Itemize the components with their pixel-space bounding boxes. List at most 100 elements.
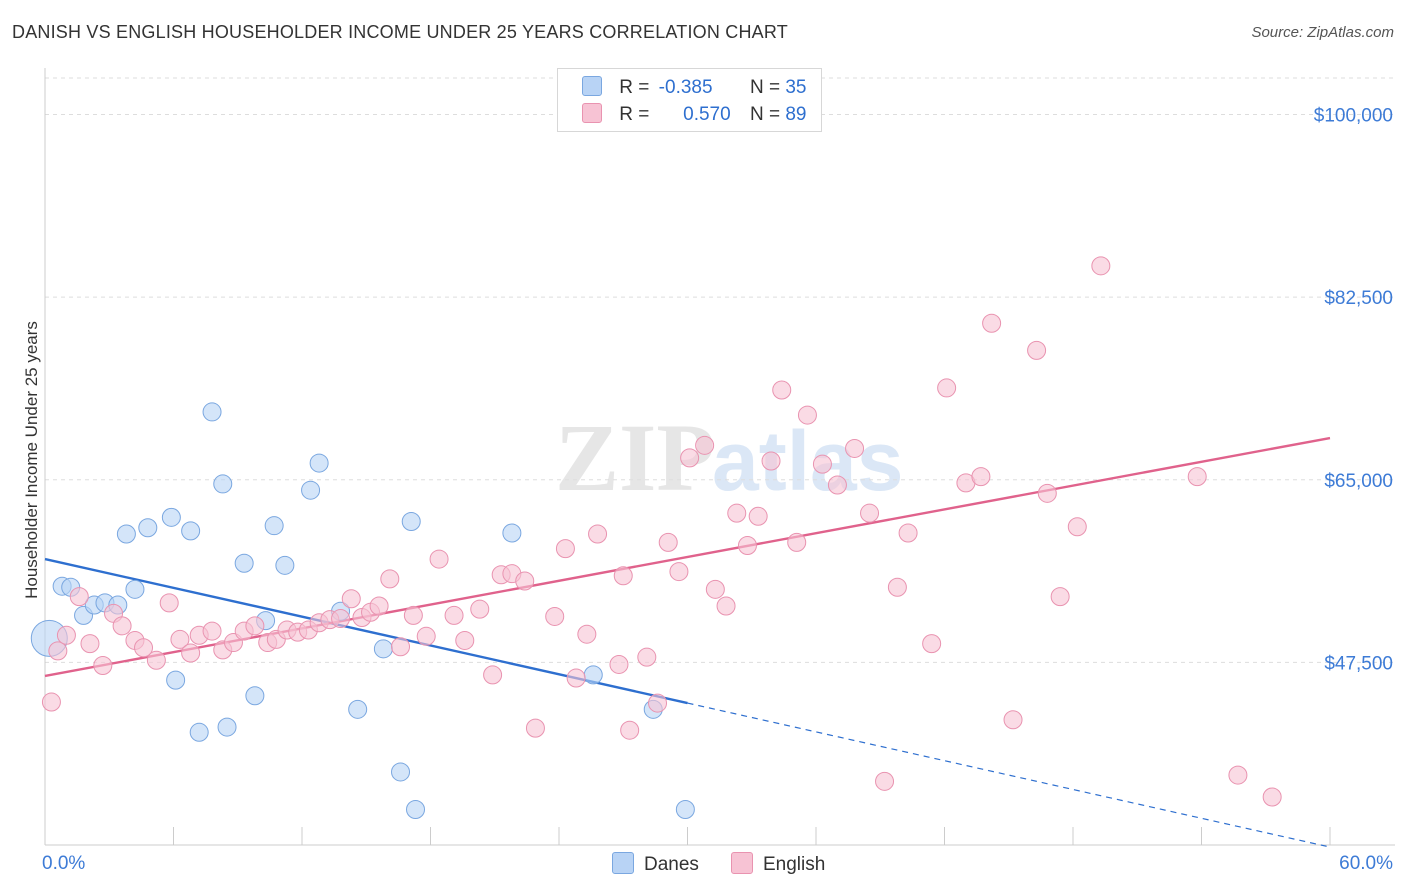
- x-tick-label-max: 60.0%: [1339, 853, 1393, 874]
- danes-point: [309, 453, 329, 473]
- english-r-label: R =: [619, 104, 650, 125]
- danes-point: [234, 553, 254, 573]
- danes-point: [391, 762, 411, 782]
- english-point: [898, 523, 918, 543]
- english-point: [887, 577, 907, 597]
- english-point: [705, 579, 725, 599]
- english-point: [525, 718, 545, 738]
- watermark-atlas: atlas: [712, 414, 903, 508]
- english-point: [455, 630, 475, 650]
- danes-point: [166, 670, 186, 690]
- english-point: [146, 650, 166, 670]
- danes-point: [125, 579, 145, 599]
- english-point: [812, 454, 832, 474]
- bottom-english-swatch: [731, 852, 753, 874]
- bottom-legend-danes: Danes: [612, 852, 699, 876]
- danes-point: [181, 521, 201, 541]
- danes-point: [348, 699, 368, 719]
- english-point: [93, 656, 113, 676]
- x-tick-label-min: 0.0%: [42, 853, 85, 874]
- english-point: [181, 643, 201, 663]
- danes-point: [301, 480, 321, 500]
- danes-point: [264, 516, 284, 536]
- y-tick-labels: $47,500 $65,000 $82,500 $100,000: [1314, 106, 1393, 675]
- english-point: [922, 634, 942, 654]
- danes-point: [217, 717, 237, 737]
- english-point: [637, 647, 657, 667]
- english-point: [112, 616, 132, 636]
- english-point: [159, 593, 179, 613]
- english-point: [1262, 787, 1282, 807]
- danes-n-label: N =: [749, 77, 781, 98]
- english-point: [658, 532, 678, 552]
- english-point: [1027, 340, 1047, 360]
- danes-r-label: R =: [619, 77, 650, 98]
- english-point: [588, 524, 608, 544]
- y-tick-label: $100,000: [1314, 106, 1393, 127]
- english-point: [1003, 710, 1023, 730]
- legend-row-danes: R = -0.385 N = 35: [582, 76, 806, 99]
- english-point: [982, 313, 1002, 333]
- english-point: [391, 637, 411, 657]
- english-point: [1067, 517, 1087, 537]
- english-point: [680, 448, 700, 468]
- english-swatch: [582, 103, 602, 123]
- english-point: [444, 605, 464, 625]
- english-point: [761, 451, 781, 471]
- english-point: [1037, 483, 1057, 503]
- english-point: [737, 536, 757, 556]
- english-point: [620, 720, 640, 740]
- bottom-danes-label: Danes: [644, 854, 699, 875]
- english-point: [787, 532, 807, 552]
- bottom-english-label: English: [763, 854, 826, 875]
- english-point: [41, 692, 61, 712]
- danes-swatch: [582, 76, 602, 96]
- english-n-label: N =: [749, 104, 781, 125]
- english-point: [369, 596, 389, 616]
- danes-point: [675, 800, 695, 820]
- english-point: [56, 625, 76, 645]
- danes-point: [502, 523, 522, 543]
- english-point: [245, 616, 265, 636]
- y-tick-label: $47,500: [1324, 653, 1393, 674]
- english-point: [566, 668, 586, 688]
- english-point: [80, 634, 100, 654]
- english-point: [555, 539, 575, 559]
- y-tick-label: $65,000: [1324, 471, 1393, 492]
- english-point: [669, 562, 689, 582]
- english-point: [748, 506, 768, 526]
- english-point: [1187, 467, 1207, 487]
- english-point: [202, 621, 222, 641]
- grid-lines: [45, 77, 1395, 663]
- english-n-value: 89: [785, 104, 807, 125]
- english-point: [577, 624, 597, 644]
- danes-point: [189, 722, 209, 742]
- english-point: [416, 626, 436, 646]
- english-trend-line: [44, 436, 1331, 678]
- english-point: [727, 503, 747, 523]
- english-point: [483, 665, 503, 685]
- english-point: [875, 771, 895, 791]
- english-point: [48, 641, 68, 661]
- danes-point: [202, 402, 222, 422]
- x-tick-labels: 0.0% 60.0%: [42, 853, 1393, 874]
- english-point: [545, 606, 565, 626]
- english-point: [860, 503, 880, 523]
- english-point: [845, 438, 865, 458]
- english-point: [341, 589, 361, 609]
- danes-point: [116, 524, 136, 544]
- y-tick-label: $82,500: [1324, 288, 1393, 309]
- english-point: [429, 549, 449, 569]
- danes-n-value: 35: [785, 77, 807, 98]
- danes-point: [373, 639, 393, 659]
- danes-r-value: -0.385: [658, 77, 713, 98]
- english-point: [170, 629, 190, 649]
- english-point: [716, 596, 736, 616]
- axes: [44, 68, 1395, 846]
- english-point: [971, 467, 991, 487]
- english-point: [827, 475, 847, 495]
- chart-title: DANISH VS ENGLISH HOUSEHOLDER INCOME UND…: [12, 22, 788, 42]
- danes-point: [401, 512, 421, 532]
- english-point: [1228, 765, 1248, 785]
